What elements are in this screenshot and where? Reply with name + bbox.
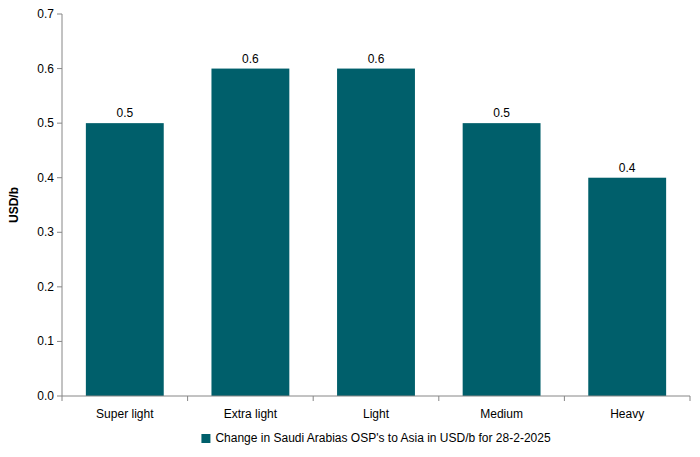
y-tick [57, 286, 62, 287]
x-tick-label: Medium [480, 407, 523, 421]
y-tick [57, 68, 62, 69]
legend-item: Change in Saudi Arabias OSP's to Asia in… [201, 431, 550, 445]
data-label: 0.6 [242, 52, 259, 66]
bars [86, 69, 666, 396]
bar [337, 69, 415, 396]
data-label: 0.4 [619, 161, 636, 175]
y-tick-label: 0.4 [37, 171, 54, 185]
x-tick [564, 396, 565, 401]
bar [86, 123, 164, 396]
x-tick [438, 396, 439, 401]
legend-label: Change in Saudi Arabias OSP's to Asia in… [215, 431, 550, 445]
y-tick [57, 14, 62, 15]
x-tick [187, 396, 188, 401]
y-tick [57, 177, 62, 178]
data-label: 0.5 [493, 106, 510, 120]
bar [463, 123, 541, 396]
y-tick [57, 341, 62, 342]
y-tick-label: 0.1 [37, 334, 54, 348]
x-tick [313, 396, 314, 401]
x-tick [690, 396, 691, 401]
data-label: 0.5 [116, 106, 133, 120]
legend-swatch [201, 434, 210, 443]
x-tick-label: Heavy [610, 407, 644, 421]
x-tick-label: Light [363, 407, 390, 421]
x-tick-label: Extra light [224, 407, 278, 421]
data-label: 0.6 [368, 52, 385, 66]
y-axis-label: USD/b [7, 187, 21, 223]
x-axis [62, 396, 690, 397]
y-tick-label: 0.0 [37, 389, 54, 403]
y-tick-label: 0.6 [37, 62, 54, 76]
y-tick-label: 0.7 [37, 7, 54, 21]
y-tick-label: 0.2 [37, 280, 54, 294]
bar [211, 69, 289, 396]
y-tick-label: 0.5 [37, 116, 54, 130]
y-axis [62, 14, 63, 396]
y-tick [57, 232, 62, 233]
bar [588, 178, 666, 396]
x-tick [62, 396, 63, 401]
x-tick-label: Super light [96, 407, 154, 421]
chart: 0.5 0.6 0.6 0.5 0.4 0.0 0.1 0.2 0.3 0.4 0.5 0.6 0.7 S… [0, 0, 700, 457]
y-tick [57, 396, 62, 397]
y-tick [57, 123, 62, 124]
y-tick-label: 0.3 [37, 225, 54, 239]
